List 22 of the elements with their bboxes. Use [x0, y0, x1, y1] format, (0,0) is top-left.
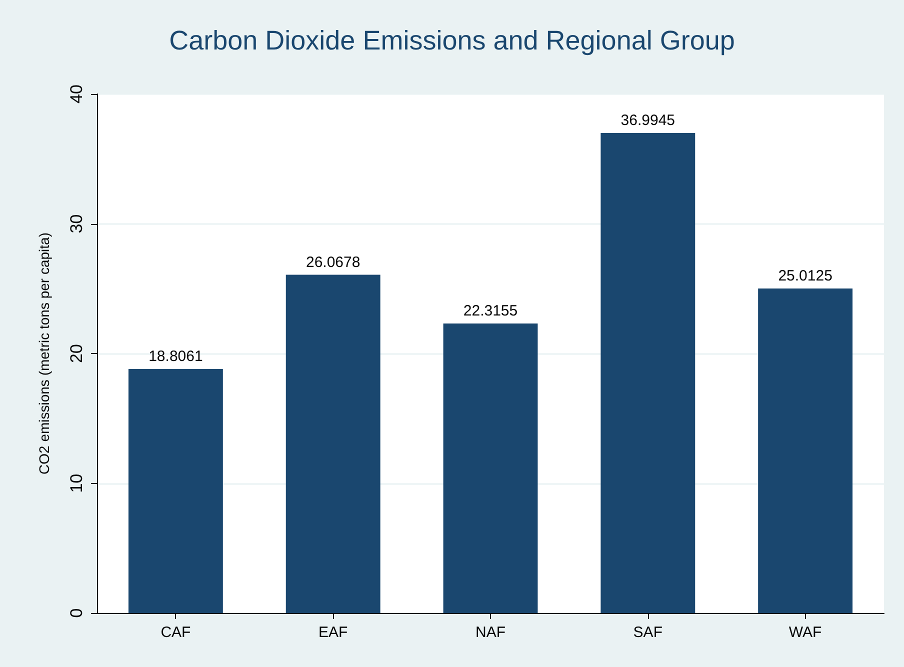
bar: [600, 132, 696, 613]
y-tick-label: 0: [67, 608, 86, 618]
data-label: 36.9945: [620, 112, 676, 129]
y-tick-label: 10: [67, 474, 86, 493]
data-label: 18.8061: [148, 348, 203, 365]
data-label: 25.0125: [778, 267, 832, 284]
bar: [286, 274, 380, 613]
y-tick-label: 20: [67, 344, 86, 363]
bar: [128, 368, 223, 613]
data-label: 22.3155: [463, 302, 518, 320]
y-axis-title: CO2 emissions (metric tons per capita): [36, 232, 52, 474]
bar: [443, 323, 538, 613]
x-tick-label: SAF: [633, 624, 662, 641]
x-tick-label: WAF: [788, 624, 822, 641]
y-tick-label: 30: [67, 214, 86, 234]
data-label: 26.0678: [306, 254, 360, 271]
chart-title: Carbon Dioxide Emissions and Regional Group: [169, 26, 735, 56]
x-tick-label: NAF: [476, 624, 506, 641]
x-tick-label: EAF: [318, 624, 348, 641]
bar: [758, 288, 853, 613]
y-tick-label: 40: [67, 84, 86, 104]
x-tick-label: CAF: [160, 624, 191, 641]
